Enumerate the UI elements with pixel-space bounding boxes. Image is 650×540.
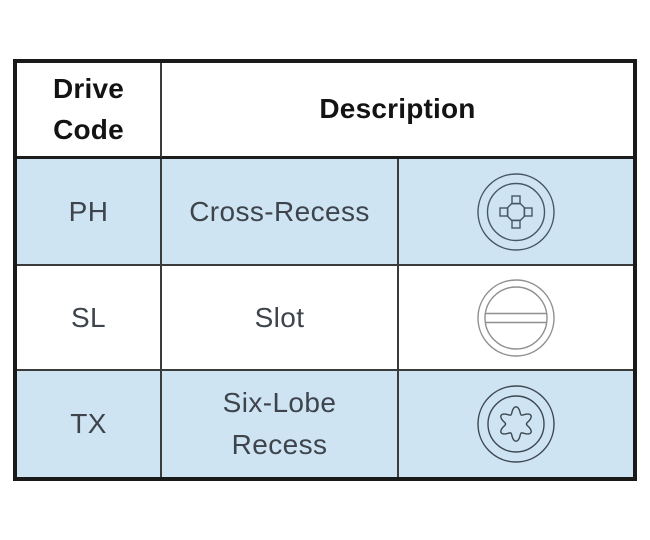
table-row-sl-code-cell: SL [17,266,162,371]
header-label-description: Description [319,93,476,125]
table-row-ph-code-cell: PH [17,159,162,266]
header-cell-drive-code: Drive Code [17,63,162,159]
table-row-sl-description-cell: Slot [162,266,399,371]
description-value: Cross-Recess [189,195,370,227]
table-row-ph-description-cell: Cross-Recess [162,159,399,266]
header-cell-description: Description [162,63,633,159]
drive-code-table: Drive Code Description PH Cross-Recess [13,59,637,481]
table-row-tx-description-cell: Six-Lobe Recess [162,371,399,477]
description-value: Slot [254,301,305,333]
table-row-sl-symbol-cell [399,266,633,371]
table-row-ph-symbol-cell [399,159,633,266]
header-label-drive-code: Drive Code [52,72,125,145]
phillips-cross-recess-icon [477,172,555,251]
slot-icon [477,278,555,357]
table-row-tx-symbol-cell [399,371,633,477]
six-lobe-star [500,406,532,442]
drive-code-value: TX [70,408,107,439]
description-value: Six-Lobe Recess [222,387,337,460]
drive-code-value: PH [68,195,109,227]
table-row-tx-code-cell: TX [17,371,162,477]
drive-code-value: SL [70,301,107,333]
six-lobe-recess-icon [477,385,555,463]
